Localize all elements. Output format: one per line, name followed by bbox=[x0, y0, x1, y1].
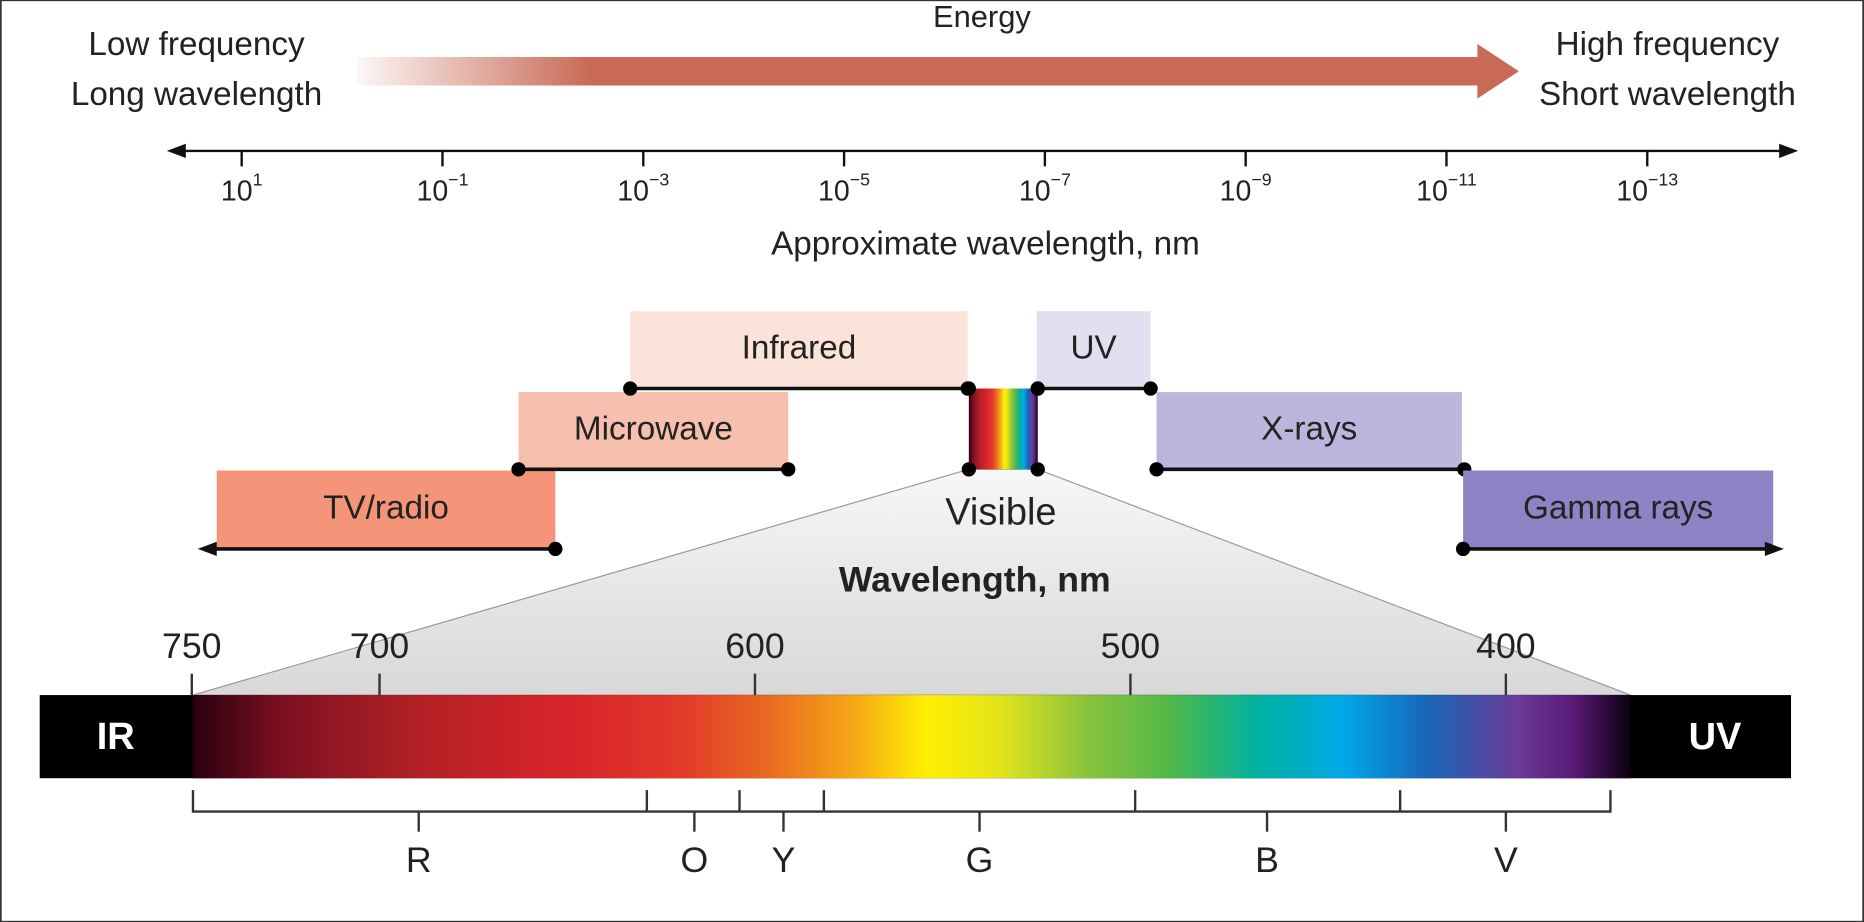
band-label: Gamma rays bbox=[1523, 489, 1713, 526]
range-dot bbox=[548, 541, 563, 557]
range-dot bbox=[781, 462, 796, 477]
band bbox=[1156, 392, 1462, 470]
band-label: Microwave bbox=[574, 410, 733, 447]
axis-tick-label: 10−3 bbox=[617, 169, 669, 207]
tick-base: 10 bbox=[1019, 175, 1051, 207]
range-dot bbox=[961, 381, 976, 396]
color-letter: G bbox=[966, 840, 994, 880]
range-dot bbox=[1149, 462, 1164, 477]
visible-label: Visible bbox=[945, 492, 1056, 534]
tick-exponent: −9 bbox=[1251, 169, 1271, 189]
uv-label: UV bbox=[1689, 716, 1742, 758]
range-dot bbox=[1030, 381, 1045, 396]
left-label: Low frequency bbox=[88, 26, 305, 63]
tick-exponent: −3 bbox=[649, 169, 669, 189]
spectrum-tick-label: 600 bbox=[725, 626, 784, 666]
range-dot bbox=[1455, 541, 1471, 557]
tick-exponent: −7 bbox=[1051, 169, 1071, 189]
band bbox=[630, 311, 968, 389]
band-label: X-rays bbox=[1261, 410, 1357, 447]
tick-base: 10 bbox=[1616, 175, 1648, 207]
band-label: UV bbox=[1070, 330, 1117, 367]
color-letter: B bbox=[1255, 840, 1279, 880]
axis-tick-label: 10−13 bbox=[1616, 169, 1678, 207]
color-letter: Y bbox=[772, 840, 796, 880]
tick-base: 10 bbox=[617, 175, 649, 207]
spectrum-tick-label: 400 bbox=[1476, 626, 1535, 666]
range-dot bbox=[1030, 462, 1045, 477]
left-label: Long wavelength bbox=[71, 76, 322, 113]
range-arrow bbox=[197, 541, 217, 557]
color-letter: V bbox=[1494, 840, 1518, 880]
axis-label: Approximate wavelength, nm bbox=[771, 226, 1200, 263]
range-dot bbox=[511, 462, 526, 477]
axis-tick-label: 10−1 bbox=[416, 169, 468, 207]
band bbox=[1463, 470, 1774, 549]
tick-exponent: −1 bbox=[448, 169, 468, 189]
range-dot bbox=[1143, 381, 1158, 396]
axis-tick-label: 10−9 bbox=[1220, 169, 1272, 207]
band-label: TV/radio bbox=[323, 489, 449, 526]
tick-base: 10 bbox=[1416, 175, 1448, 207]
spectrum-title: Wavelength, nm bbox=[839, 560, 1111, 600]
color-letter: O bbox=[681, 840, 709, 880]
energy-label: Energy bbox=[933, 0, 1031, 34]
right-label: High frequency bbox=[1556, 26, 1780, 63]
spectrum-tick-label: 500 bbox=[1101, 626, 1160, 666]
band bbox=[518, 392, 789, 470]
color-bracket bbox=[191, 790, 1612, 813]
band-label: Infrared bbox=[742, 330, 857, 367]
energy-arrow bbox=[356, 43, 1519, 99]
tick-exponent: −13 bbox=[1648, 169, 1678, 189]
range-dot bbox=[961, 462, 976, 477]
ir-label: IR bbox=[97, 716, 135, 758]
tick-base: 10 bbox=[818, 175, 850, 207]
tick-base: 10 bbox=[221, 175, 253, 207]
right-label: Short wavelength bbox=[1539, 76, 1796, 113]
tick-exponent: −5 bbox=[850, 169, 870, 189]
visible-spectrum bbox=[192, 695, 1631, 779]
tick-base: 10 bbox=[416, 175, 448, 207]
tick-exponent: −11 bbox=[1448, 169, 1477, 189]
spectrum-tick-label: 700 bbox=[350, 626, 409, 666]
axis-tick-label: 10−7 bbox=[1019, 169, 1071, 207]
band bbox=[1036, 311, 1151, 389]
tick-base: 10 bbox=[1220, 175, 1252, 207]
color-letter: R bbox=[406, 840, 432, 880]
spectrum-tick-label: 750 bbox=[162, 626, 221, 666]
tick-exponent: 1 bbox=[253, 169, 263, 189]
axis-tick-label: 10−11 bbox=[1416, 169, 1477, 207]
range-arrow bbox=[1764, 541, 1784, 557]
axis-tick-label: 10−5 bbox=[818, 169, 870, 207]
band bbox=[216, 470, 556, 549]
range-dot bbox=[623, 381, 638, 396]
axis-tick-label: 101 bbox=[221, 169, 263, 207]
visible-box bbox=[968, 388, 1038, 470]
